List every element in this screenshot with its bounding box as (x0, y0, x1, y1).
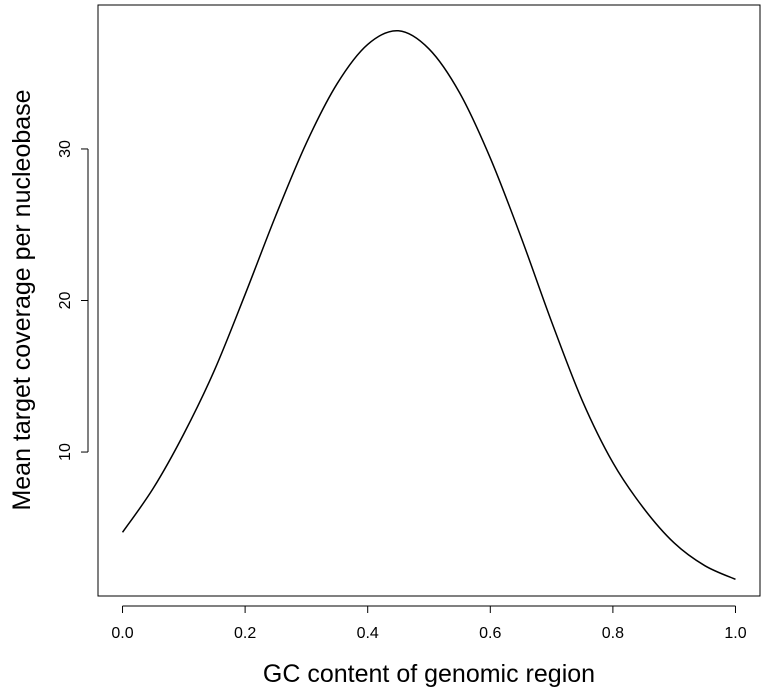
x-axis-title: GC content of genomic region (263, 660, 595, 688)
plot-frame (97, 4, 761, 597)
y-tick-label: 30 (57, 140, 74, 158)
x-tick-label: 0.0 (111, 625, 133, 642)
x-axis: 0.0 0.2 0.4 0.6 0.8 1.0 (111, 605, 747, 642)
x-tick-label: 0.2 (234, 625, 256, 642)
y-axis-title: Mean target coverage per nucleobase (8, 89, 36, 510)
x-tick-label: 1.0 (724, 625, 746, 642)
y-axis: 10 20 30 (57, 140, 89, 461)
y-tick-label: 10 (57, 443, 74, 461)
y-tick-label: 20 (57, 292, 74, 310)
x-tick-label: 0.6 (479, 625, 501, 642)
x-tick-label: 0.8 (602, 625, 624, 642)
x-tick-label: 0.4 (357, 625, 379, 642)
coverage-curve (121, 30, 736, 581)
